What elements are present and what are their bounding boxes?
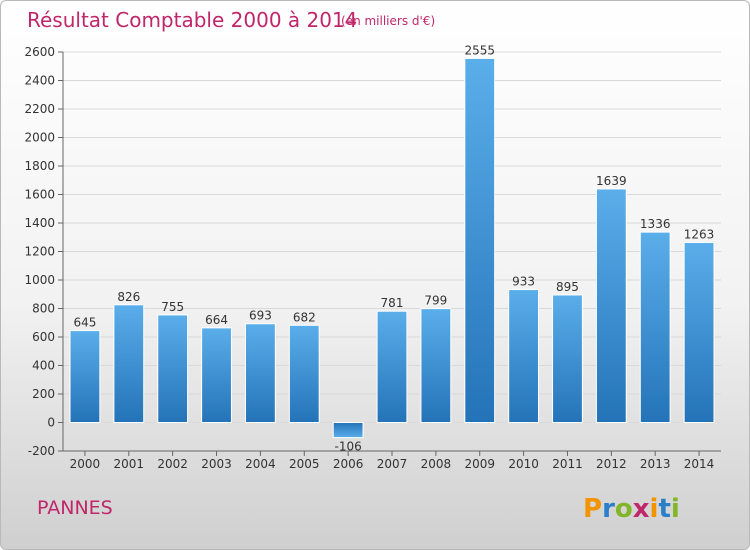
x-tick-label: 2010 (508, 457, 539, 471)
x-tick-label: 2005 (289, 457, 320, 471)
data-label-2010: 933 (512, 275, 535, 289)
y-tick-label: 600 (32, 330, 55, 344)
bar-2010 (508, 289, 540, 423)
data-label-2012: 1639 (596, 174, 627, 188)
x-tick-label: 2014 (684, 457, 715, 471)
data-label-2002: 755 (161, 300, 184, 314)
bar-2008 (420, 308, 452, 423)
y-tick-label: 400 (32, 359, 55, 373)
bar-2001 (113, 304, 145, 424)
chart-subtitle: (en milliers d'€) (341, 14, 435, 28)
x-tick-label: 2011 (552, 457, 583, 471)
y-tick-label: 2400 (24, 74, 55, 88)
y-tick-label: 1200 (24, 245, 55, 259)
bars (69, 57, 715, 439)
data-label-2006: -106 (335, 440, 362, 454)
logo-letter: x (633, 494, 650, 524)
x-tick-label: 2000 (70, 457, 101, 471)
y-axis-ticks: -200 0 200 400 600 800 1000 1200 1400 1600 1800 200… (24, 45, 64, 458)
data-label-2007: 781 (381, 296, 404, 310)
x-axis-ticks: 2000 2001 2002 2003 2004 2005 2006 2007 2008 2009… (63, 450, 721, 471)
data-label-2004: 693 (249, 309, 272, 323)
data-label-2005: 682 (293, 310, 316, 324)
bar-2004 (244, 323, 276, 423)
bar-2000 (69, 330, 101, 423)
y-tick-label: 1600 (24, 188, 55, 202)
y-tick-label: 800 (32, 302, 55, 316)
logo-letter: i (671, 494, 680, 524)
chart-title: Résultat Comptable 2000 à 2014 (27, 8, 357, 32)
data-label-2008: 799 (424, 294, 447, 308)
data-label-2000: 645 (73, 316, 96, 330)
bar-2013 (639, 231, 671, 423)
bar-2002 (157, 314, 189, 424)
proxiti-logo: Proxiti (583, 494, 680, 524)
bar-2005 (288, 324, 320, 423)
y-tick-label: 1800 (24, 159, 55, 173)
data-label-2014: 1263 (684, 228, 715, 242)
data-labels: 645 826 755 664 693 682 -106 781 799 2555 933 895 16… (73, 43, 714, 453)
logo-letter: P (583, 494, 602, 524)
bar-2014 (683, 242, 715, 423)
y-tick-label: 1400 (24, 216, 55, 230)
x-tick-label: 2001 (114, 457, 145, 471)
y-tick-label: 1000 (24, 273, 55, 287)
bar-2011 (552, 294, 583, 423)
x-tick-label: 2003 (201, 457, 232, 471)
x-tick-label: 2004 (245, 457, 276, 471)
y-tick-label: -200 (28, 444, 55, 458)
y-tick-label: 0 (47, 416, 55, 430)
logo-letter: o (615, 494, 633, 524)
logo-letter: r (602, 494, 615, 524)
data-label-2013: 1336 (640, 217, 671, 231)
logo-letter: t (658, 494, 670, 524)
x-tick-label: 2013 (640, 457, 671, 471)
y-tick-label: 2200 (24, 102, 55, 116)
bar-2007 (376, 310, 408, 423)
bar-2009 (464, 57, 496, 423)
y-tick-label: 2000 (24, 131, 55, 145)
x-tick-label: 2002 (157, 457, 188, 471)
data-label-2003: 664 (205, 313, 228, 327)
x-tick-label: 2009 (464, 457, 495, 471)
x-tick-label: 2012 (596, 457, 627, 471)
bar-2006 (332, 422, 364, 439)
logo-letter: i (650, 494, 659, 524)
x-tick-label: 2008 (421, 457, 452, 471)
bar-2003 (201, 327, 232, 424)
x-tick-label: 2007 (377, 457, 408, 471)
data-label-2001: 826 (117, 290, 140, 304)
x-tick-label: 2006 (333, 457, 364, 471)
data-label-2009: 2555 (464, 43, 495, 57)
place-name: PANNES (37, 497, 113, 519)
y-tick-label: 200 (32, 387, 55, 401)
bar-2012 (595, 188, 627, 423)
y-tick-label: 2600 (24, 45, 55, 59)
data-label-2011: 895 (556, 280, 579, 294)
